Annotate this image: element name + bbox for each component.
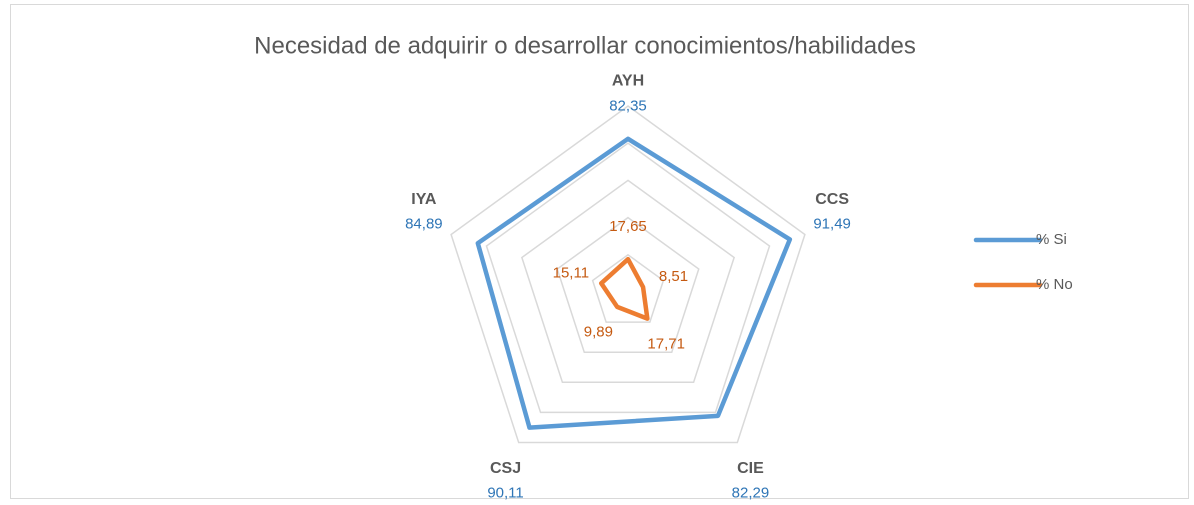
chart-frame — [10, 4, 1189, 499]
grid-ring — [591, 253, 665, 323]
grid-ring — [450, 105, 806, 444]
legend-label: % No — [1036, 276, 1073, 293]
category-label: CCS — [815, 191, 849, 208]
series-line — [475, 136, 793, 430]
value-label: 17,71 — [647, 336, 685, 353]
value-label: 82,29 — [732, 485, 770, 502]
grid-ring — [556, 216, 700, 353]
value-label: 17,65 — [609, 218, 647, 235]
value-label: 90,11 — [487, 485, 523, 502]
chart-title: Necesidad de adquirir o desarrollar cono… — [254, 32, 916, 59]
value-label: 91,49 — [813, 216, 851, 233]
grid-ring — [520, 179, 736, 384]
value-label: 84,89 — [405, 216, 443, 233]
category-label: CIE — [737, 460, 764, 477]
value-label: 82,35 — [609, 97, 647, 114]
grid-ring — [485, 142, 771, 414]
category-label: AYH — [612, 73, 644, 90]
series-line — [599, 256, 650, 321]
value-label: 8,51 — [659, 268, 688, 285]
value-label: 9,89 — [584, 324, 613, 341]
category-label: IYA — [411, 191, 437, 208]
legend-label: % Si — [1036, 231, 1067, 248]
category-label: CSJ — [490, 460, 521, 477]
value-label: 15,11 — [553, 264, 589, 281]
